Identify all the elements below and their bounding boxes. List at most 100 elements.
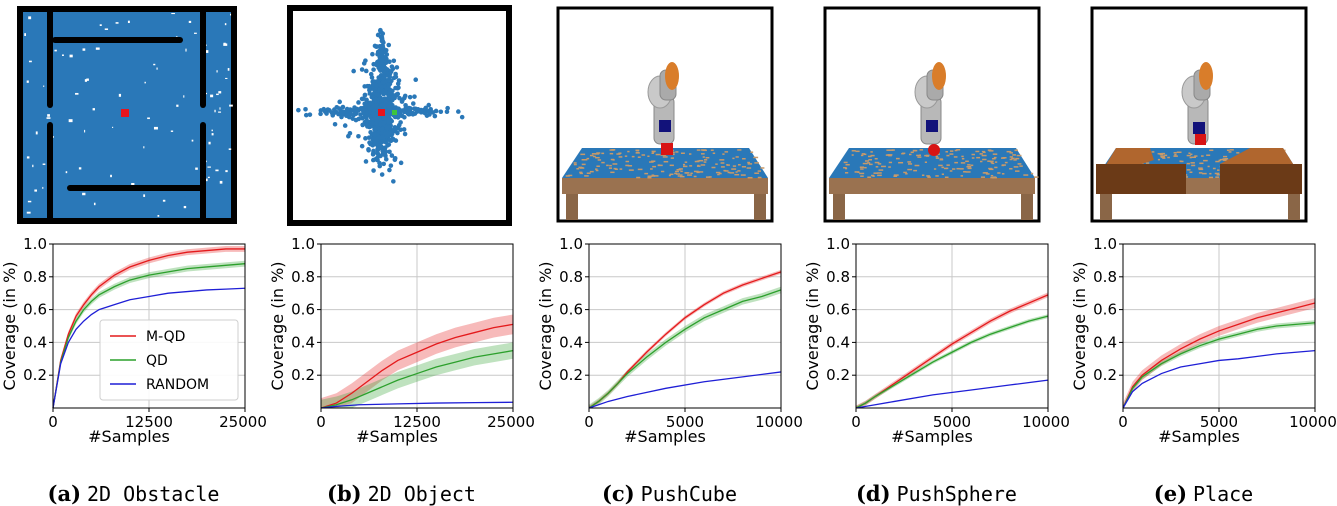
scatter-point xyxy=(396,110,401,115)
scatter-point xyxy=(383,156,389,162)
coverage-speck xyxy=(917,156,922,158)
unexplored-speck xyxy=(176,104,179,107)
coverage-speck xyxy=(696,165,701,167)
coverage-speck xyxy=(855,150,860,153)
scatter-point xyxy=(339,114,344,120)
coverage-speck xyxy=(747,176,753,179)
coverage-speck xyxy=(950,150,954,152)
coverage-speck xyxy=(875,166,879,168)
unexplored-speck xyxy=(147,117,150,120)
y-tick-label: 0.4 xyxy=(23,333,47,351)
coverage-speck xyxy=(579,171,583,174)
scatter-point xyxy=(398,160,404,166)
panel-place: 0.2 0.4 0.6 0.8 1.0 0 5000 10000 #Samples Coverag… xyxy=(1070,0,1337,506)
coverage-speck xyxy=(1216,174,1220,176)
coverage-speck xyxy=(591,153,597,155)
coverage-speck xyxy=(888,149,894,151)
coverage-speck xyxy=(565,175,570,177)
coverage-speck xyxy=(671,153,675,156)
coverage-speck xyxy=(871,174,875,177)
unexplored-speck xyxy=(188,20,192,23)
scatter-point xyxy=(362,101,368,107)
scatter-point xyxy=(391,179,396,184)
coverage-speck xyxy=(1033,176,1039,178)
unexplored-speck xyxy=(26,156,30,159)
x-tick-label: 0 xyxy=(316,413,326,431)
x-tick-label: 5000 xyxy=(933,413,971,431)
coverage-speck xyxy=(870,151,873,153)
coverage-speck xyxy=(1009,156,1013,158)
coverage-speck xyxy=(868,159,873,161)
scatter-point xyxy=(438,109,444,115)
coverage-speck xyxy=(596,152,601,154)
scatter-point xyxy=(368,71,374,77)
coverage-speck xyxy=(651,152,654,154)
coverage-speck xyxy=(888,154,892,157)
coverage-speck xyxy=(1186,162,1190,165)
coverage-speck xyxy=(1151,151,1155,153)
coverage-speck xyxy=(641,154,646,156)
coverage-speck xyxy=(1219,158,1224,161)
scatter-point xyxy=(384,126,390,131)
coverage-speck xyxy=(715,171,721,174)
coverage-speck xyxy=(1179,160,1182,162)
coverage-speck xyxy=(651,150,656,153)
scatter-point xyxy=(389,78,394,84)
coverage-speck xyxy=(1167,156,1170,159)
coverage-speck xyxy=(1223,155,1228,158)
coverage-speck xyxy=(625,164,630,167)
scatter-point xyxy=(414,109,420,114)
coverage-speck xyxy=(1162,157,1166,159)
coverage-speck xyxy=(1199,162,1204,165)
scatter-point xyxy=(359,67,365,72)
unexplored-speck xyxy=(216,70,218,73)
scatter-point xyxy=(366,135,372,140)
coverage-speck xyxy=(909,153,912,156)
coverage-speck xyxy=(963,171,967,173)
scatter-point xyxy=(387,149,392,155)
unexplored-speck xyxy=(68,119,73,123)
scatter-point xyxy=(340,104,346,110)
scatter-point xyxy=(445,105,450,111)
coverage-speck xyxy=(1215,160,1220,163)
coverage-speck xyxy=(967,164,971,166)
unexplored-speck xyxy=(194,32,197,34)
scatter-point xyxy=(407,94,413,100)
unexplored-speck xyxy=(42,186,44,189)
scatter-point xyxy=(379,134,385,140)
y-tick-label: 0.2 xyxy=(1093,366,1117,384)
scatter-point xyxy=(336,106,342,111)
unexplored-speck xyxy=(43,85,45,87)
unexplored-speck xyxy=(69,54,73,58)
scatter-point xyxy=(332,107,337,112)
coverage-speck xyxy=(741,166,746,168)
coverage-speck xyxy=(568,174,573,177)
coverage-speck xyxy=(628,169,634,171)
scatter-point xyxy=(387,167,392,173)
unexplored-speck xyxy=(218,111,222,113)
scatter-point xyxy=(391,75,397,81)
scatter-point xyxy=(336,111,341,117)
unexplored-speck xyxy=(34,189,38,192)
coverage-speck xyxy=(703,161,707,163)
scatter-point xyxy=(322,109,328,114)
coverage-speck xyxy=(935,157,940,159)
y-tick-label: 1.0 xyxy=(1093,235,1117,253)
series-band-m-qd xyxy=(321,314,513,408)
coverage-speck xyxy=(980,176,986,178)
x-tick-label: 0 xyxy=(48,413,58,431)
coverage-speck xyxy=(718,172,722,175)
unexplored-speck xyxy=(170,130,174,132)
scatter-point xyxy=(381,161,387,167)
x-axis-label: #Samples xyxy=(356,427,438,446)
coverage-speck xyxy=(735,156,739,158)
x-tick-label: 0 xyxy=(584,413,594,431)
coverage-speck xyxy=(946,154,950,157)
scatter-point xyxy=(403,102,408,108)
coverage-speck xyxy=(926,155,930,157)
legend-label-m-qd: M-QD xyxy=(146,329,185,345)
unexplored-speck xyxy=(26,211,31,214)
coverage-speck xyxy=(1190,162,1195,164)
scatter-point xyxy=(366,147,371,152)
scatter-point xyxy=(375,150,380,156)
